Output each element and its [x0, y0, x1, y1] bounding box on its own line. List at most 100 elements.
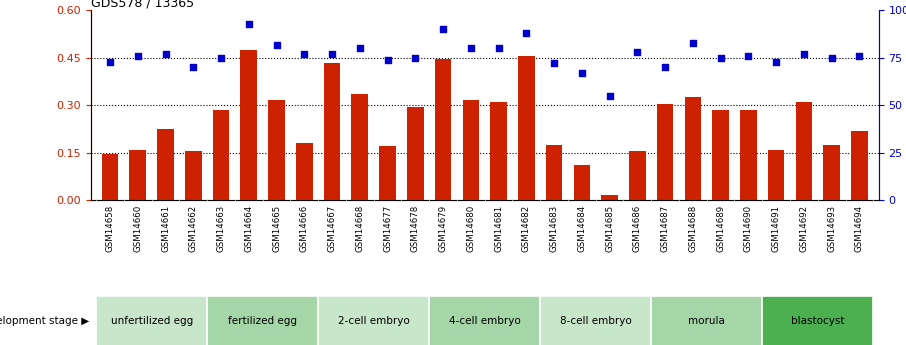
Text: GDS578 / 13365: GDS578 / 13365 [91, 0, 194, 9]
Bar [435, 59, 451, 200]
Point [658, 65, 672, 70]
Text: GSM14685: GSM14685 [605, 205, 614, 252]
Bar [545, 145, 563, 200]
Bar [96, 296, 207, 345]
Text: GSM14694: GSM14694 [855, 205, 864, 252]
Bar [518, 56, 535, 200]
Bar [824, 145, 840, 200]
Bar [318, 296, 429, 345]
Bar [795, 102, 812, 200]
Point [242, 21, 256, 27]
Text: GSM14678: GSM14678 [410, 205, 419, 252]
Text: GSM14681: GSM14681 [494, 205, 503, 252]
Bar [101, 154, 119, 200]
Text: GSM14665: GSM14665 [272, 205, 281, 252]
Point [269, 42, 284, 47]
Bar [268, 100, 284, 200]
Text: GSM14682: GSM14682 [522, 205, 531, 252]
Bar [540, 296, 651, 345]
Text: GSM14687: GSM14687 [660, 205, 670, 252]
Point [130, 53, 145, 59]
Text: GSM14689: GSM14689 [716, 205, 725, 252]
Bar [685, 97, 701, 200]
Point [436, 27, 450, 32]
Bar [380, 146, 396, 200]
Text: morula: morula [689, 316, 725, 326]
Bar [429, 296, 540, 345]
Text: GSM14693: GSM14693 [827, 205, 836, 252]
Bar [629, 151, 646, 200]
Point [630, 49, 644, 55]
Text: GSM14692: GSM14692 [799, 205, 808, 252]
Point [686, 40, 700, 46]
Text: 8-cell embryo: 8-cell embryo [560, 316, 631, 326]
Text: fertilized egg: fertilized egg [228, 316, 297, 326]
Point [214, 55, 228, 61]
Text: GSM14661: GSM14661 [161, 205, 170, 252]
Text: 4-cell embryo: 4-cell embryo [448, 316, 521, 326]
Point [853, 53, 867, 59]
Text: GSM14688: GSM14688 [689, 205, 698, 252]
Bar [213, 110, 229, 200]
Point [297, 51, 312, 57]
Text: GSM14663: GSM14663 [217, 205, 226, 252]
Text: GSM14666: GSM14666 [300, 205, 309, 252]
Text: GSM14684: GSM14684 [577, 205, 586, 252]
Point [352, 46, 367, 51]
Text: GSM14679: GSM14679 [439, 205, 448, 252]
Bar [462, 100, 479, 200]
Point [186, 65, 200, 70]
Bar [762, 296, 873, 345]
Text: development stage ▶: development stage ▶ [0, 316, 89, 326]
Point [574, 70, 589, 76]
Bar [296, 143, 313, 200]
Bar [651, 296, 762, 345]
Text: GSM14668: GSM14668 [355, 205, 364, 252]
Bar [130, 149, 146, 200]
Point [102, 59, 117, 65]
Text: GSM14691: GSM14691 [772, 205, 781, 252]
Point [159, 51, 173, 57]
Point [381, 57, 395, 62]
Text: 2-cell embryo: 2-cell embryo [338, 316, 410, 326]
Point [602, 93, 617, 99]
Text: GSM14680: GSM14680 [467, 205, 476, 252]
Bar [490, 102, 507, 200]
Point [713, 55, 728, 61]
Bar [185, 151, 202, 200]
Bar [602, 195, 618, 200]
Bar [240, 50, 257, 200]
Bar [407, 107, 424, 200]
Point [408, 55, 422, 61]
Text: GSM14677: GSM14677 [383, 205, 392, 252]
Text: GSM14664: GSM14664 [245, 205, 254, 252]
Text: GSM14658: GSM14658 [105, 205, 114, 252]
Point [325, 51, 340, 57]
Point [547, 61, 562, 66]
Point [491, 46, 506, 51]
Text: unfertilized egg: unfertilized egg [111, 316, 193, 326]
Bar [323, 62, 341, 200]
Bar [740, 110, 757, 200]
Text: GSM14667: GSM14667 [328, 205, 336, 252]
Point [741, 53, 756, 59]
Bar [851, 130, 868, 200]
Text: GSM14660: GSM14660 [133, 205, 142, 252]
Bar [657, 104, 673, 200]
Bar [767, 149, 785, 200]
Bar [712, 110, 729, 200]
Text: GSM14690: GSM14690 [744, 205, 753, 252]
Bar [158, 129, 174, 200]
Text: GSM14683: GSM14683 [550, 205, 559, 252]
Point [464, 46, 478, 51]
Point [519, 30, 534, 36]
Bar [573, 165, 590, 200]
Bar [352, 94, 368, 200]
Text: blastocyst: blastocyst [791, 316, 844, 326]
Point [769, 59, 784, 65]
Point [796, 51, 811, 57]
Bar [207, 296, 318, 345]
Text: GSM14662: GSM14662 [188, 205, 198, 252]
Text: GSM14686: GSM14686 [633, 205, 641, 252]
Point [824, 55, 839, 61]
